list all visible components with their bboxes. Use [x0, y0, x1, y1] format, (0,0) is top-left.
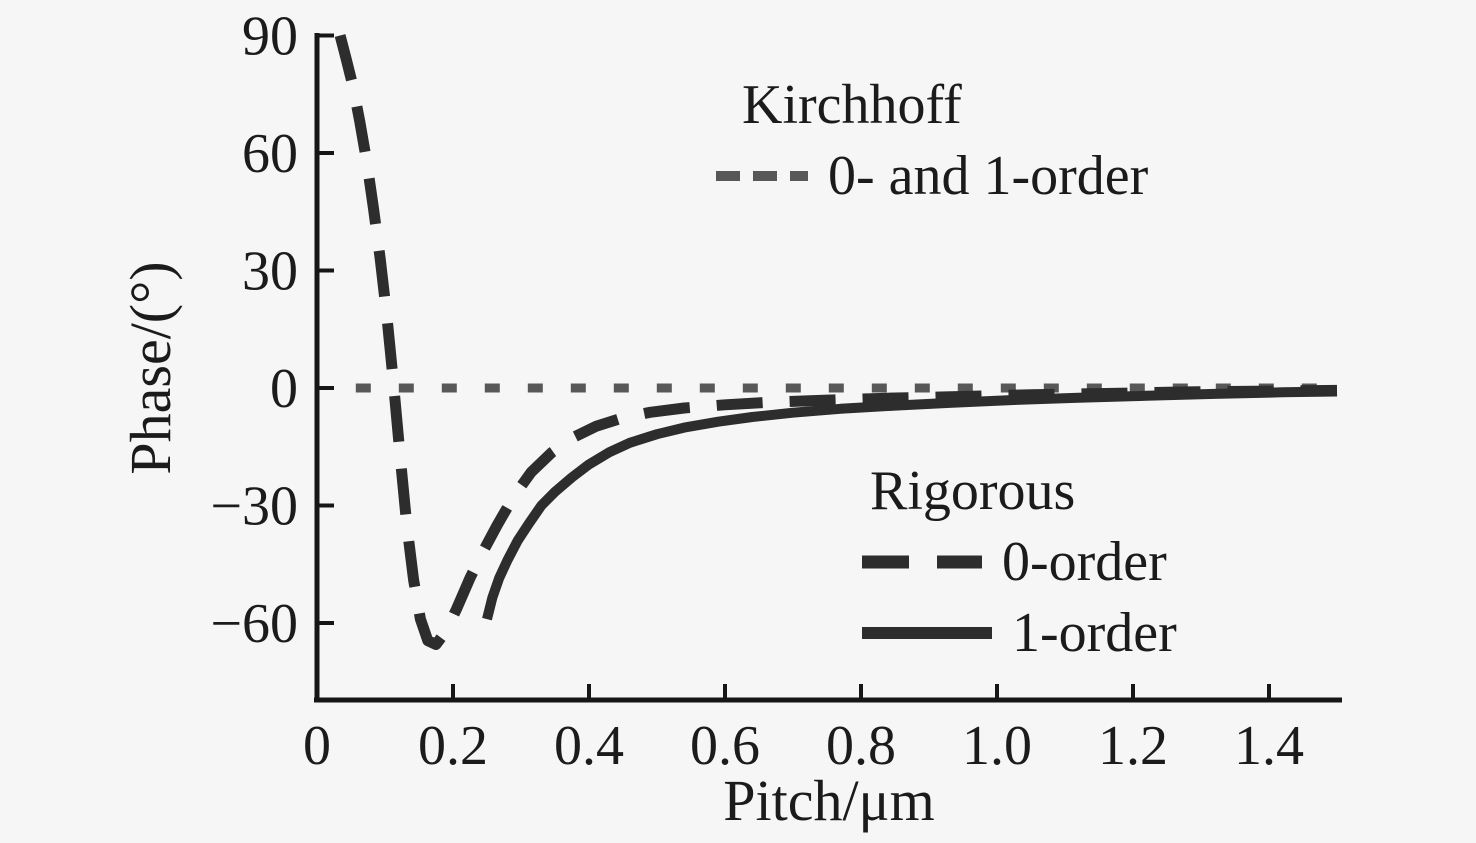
- y-tick-label: −60: [210, 593, 298, 655]
- x-tick-label: 1.0: [962, 715, 1032, 777]
- legend-row-rigorous-0-order: 0-order: [862, 530, 1177, 593]
- x-tick-label: 0.2: [418, 715, 488, 777]
- rigorous-0-order-dashed-line-sample: [862, 555, 982, 569]
- x-tick-label: 0.6: [690, 715, 760, 777]
- y-tick-label: 30: [242, 241, 298, 303]
- x-tick-label: 0.8: [826, 715, 896, 777]
- curves-layer: [334, 34, 1339, 650]
- y-tick-label: 60: [242, 123, 298, 185]
- series-rigorous-1-order-line: [482, 386, 1338, 621]
- legend-kirchhoff-item-label: 0- and 1-order: [828, 144, 1149, 207]
- legend-rigorous-0-order-label: 0-order: [1002, 530, 1167, 593]
- rigorous-1-order-solid-line-sample: [862, 626, 992, 639]
- legend-rigorous-title: Rigorous: [870, 460, 1076, 522]
- axes-layer: 0 0.2 0.4 0.6 0.8 1.0 1.2 1.4 90 60 30 0 −30 −60: [210, 6, 1342, 777]
- legend-row-kirchhoff-orders: 0- and 1-order: [716, 144, 1149, 207]
- kirchhoff-dotted-line-sample: [716, 171, 808, 182]
- x-tick-label: 0: [303, 715, 331, 777]
- legend-row-rigorous-1-order: 1-order: [862, 601, 1177, 664]
- series-rigorous-0-order-line: [334, 34, 1338, 650]
- x-tick-label: 1.4: [1234, 715, 1304, 777]
- y-tick-label: 0: [270, 358, 298, 420]
- y-tick-label: −30: [210, 476, 298, 538]
- y-axis-label: Phase/(°): [118, 261, 183, 474]
- x-tick-label: 1.2: [1098, 715, 1168, 777]
- x-tick-label: 0.4: [554, 715, 624, 777]
- legend-kirchhoff: Kirchhoff 0- and 1-order: [716, 76, 1148, 206]
- x-axis-label: Pitch/μm: [723, 768, 935, 833]
- legend-kirchhoff-title: Kirchhoff: [742, 74, 962, 136]
- legend-rigorous: Rigorous 0-order 1-order: [862, 462, 1177, 662]
- legend-rigorous-1-order-label: 1-order: [1012, 601, 1177, 664]
- y-tick-label: 90: [242, 6, 298, 68]
